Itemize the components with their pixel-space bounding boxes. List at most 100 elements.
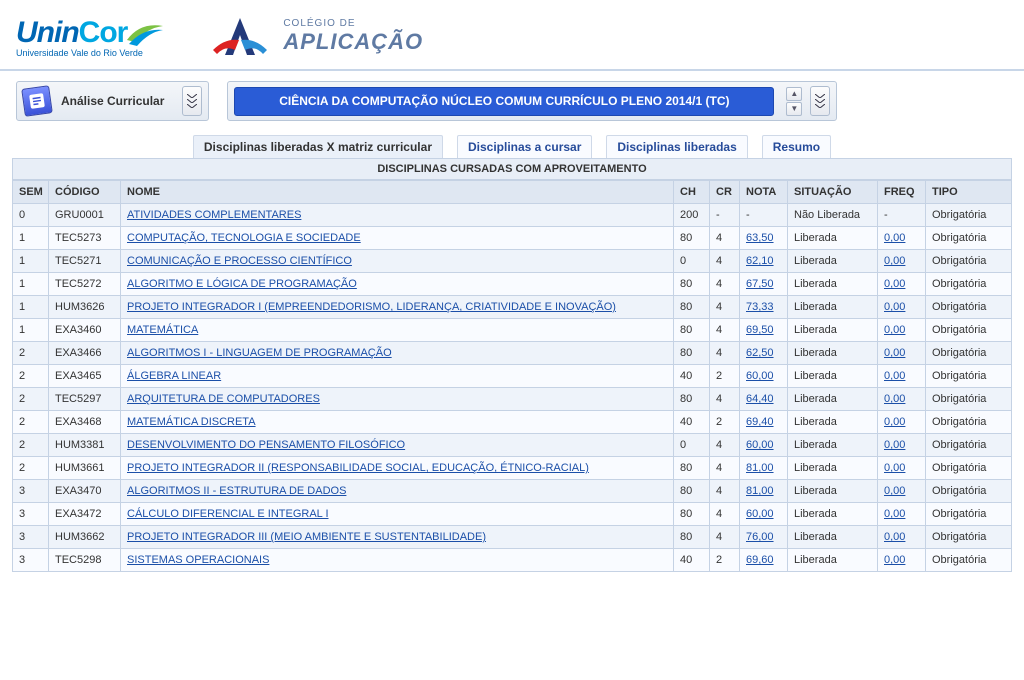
cell-nome[interactable]: COMUNICAÇÃO E PROCESSO CIENTÍFICO (121, 250, 674, 273)
tab-3[interactable]: Resumo (762, 135, 831, 158)
cell-nome[interactable]: MATEMÁTICA (121, 319, 674, 342)
cell-nota-link[interactable]: 69,60 (746, 554, 774, 566)
cell-nota[interactable]: 64,40 (740, 388, 788, 411)
cell-nota-link[interactable]: 81,00 (746, 462, 774, 474)
cell-nome-link[interactable]: CÁLCULO DIFERENCIAL E INTEGRAL I (127, 508, 329, 520)
cell-freq-link[interactable]: 0,00 (884, 255, 905, 267)
course-expand-button[interactable] (810, 86, 830, 116)
cell-nota-link[interactable]: 67,50 (746, 278, 774, 290)
cell-nome[interactable]: DESENVOLVIMENTO DO PENSAMENTO FILOSÓFICO (121, 434, 674, 457)
cell-nome[interactable]: PROJETO INTEGRADOR I (EMPREENDEDORISMO, … (121, 296, 674, 319)
cell-nota-link[interactable]: 64,40 (746, 393, 774, 405)
cell-nome-link[interactable]: ALGORITMOS I - LINGUAGEM DE PROGRAMAÇÃO (127, 347, 392, 359)
cell-nota-link[interactable]: 60,00 (746, 508, 774, 520)
cell-nota[interactable]: 62,10 (740, 250, 788, 273)
cell-nome[interactable]: ÁLGEBRA LINEAR (121, 365, 674, 388)
cell-freq[interactable]: 0,00 (878, 296, 926, 319)
cell-nota-link[interactable]: 76,00 (746, 531, 774, 543)
cell-nota-link[interactable]: 69,50 (746, 324, 774, 336)
cell-nome[interactable]: ATIVIDADES COMPLEMENTARES (121, 204, 674, 227)
cell-nota-link[interactable]: 60,00 (746, 370, 774, 382)
cell-nota[interactable]: 76,00 (740, 526, 788, 549)
cell-nome-link[interactable]: COMPUTAÇÃO, TECNOLOGIA E SOCIEDADE (127, 232, 361, 244)
cell-nome[interactable]: MATEMÁTICA DISCRETA (121, 411, 674, 434)
cell-freq-link[interactable]: 0,00 (884, 347, 905, 359)
cell-freq[interactable]: 0,00 (878, 411, 926, 434)
cell-freq-link[interactable]: 0,00 (884, 278, 905, 290)
cell-nota-link[interactable]: 60,00 (746, 439, 774, 451)
cell-nome-link[interactable]: ALGORITMOS II - ESTRUTURA DE DADOS (127, 485, 346, 497)
cell-nome[interactable]: ALGORITMO E LÓGICA DE PROGRAMAÇÃO (121, 273, 674, 296)
cell-freq[interactable]: 0,00 (878, 365, 926, 388)
cell-freq[interactable]: 0,00 (878, 434, 926, 457)
cell-nome[interactable]: SISTEMAS OPERACIONAIS (121, 549, 674, 572)
cell-nome-link[interactable]: PROJETO INTEGRADOR I (EMPREENDEDORISMO, … (127, 301, 616, 313)
cell-freq[interactable]: 0,00 (878, 480, 926, 503)
cell-freq[interactable]: 0,00 (878, 388, 926, 411)
cell-nome[interactable]: PROJETO INTEGRADOR III (MEIO AMBIENTE E … (121, 526, 674, 549)
cell-nota[interactable]: 73,33 (740, 296, 788, 319)
cell-freq-link[interactable]: 0,00 (884, 324, 905, 336)
cell-freq[interactable]: 0,00 (878, 457, 926, 480)
cell-nome-link[interactable]: MATEMÁTICA (127, 324, 198, 336)
cell-nota[interactable]: 60,00 (740, 365, 788, 388)
cell-freq-link[interactable]: 0,00 (884, 232, 905, 244)
cell-nome-link[interactable]: SISTEMAS OPERACIONAIS (127, 554, 269, 566)
cell-nome-link[interactable]: PROJETO INTEGRADOR III (MEIO AMBIENTE E … (127, 531, 486, 543)
cell-freq[interactable]: 0,00 (878, 319, 926, 342)
cell-nome-link[interactable]: MATEMÁTICA DISCRETA (127, 416, 256, 428)
cell-nota[interactable]: 69,40 (740, 411, 788, 434)
tab-1[interactable]: Disciplinas a cursar (457, 135, 592, 158)
cell-nome-link[interactable]: PROJETO INTEGRADOR II (RESPONSABILIDADE … (127, 462, 589, 474)
cell-freq-link[interactable]: 0,00 (884, 416, 905, 428)
cell-nome-link[interactable]: ALGORITMO E LÓGICA DE PROGRAMAÇÃO (127, 278, 357, 290)
cell-freq-link[interactable]: 0,00 (884, 462, 905, 474)
cell-nota-link[interactable]: 73,33 (746, 301, 774, 313)
cell-nota[interactable]: 62,50 (740, 342, 788, 365)
cell-freq-link[interactable]: 0,00 (884, 554, 905, 566)
cell-freq-link[interactable]: 0,00 (884, 508, 905, 520)
cell-nome[interactable]: ARQUITETURA DE COMPUTADORES (121, 388, 674, 411)
cell-freq[interactable]: 0,00 (878, 526, 926, 549)
cell-freq-link[interactable]: 0,00 (884, 439, 905, 451)
cell-freq[interactable]: 0,00 (878, 250, 926, 273)
cell-nota-link[interactable]: 69,40 (746, 416, 774, 428)
course-up-button[interactable]: ▲ (786, 87, 802, 101)
cell-freq-link[interactable]: 0,00 (884, 531, 905, 543)
cell-nome[interactable]: ALGORITMOS II - ESTRUTURA DE DADOS (121, 480, 674, 503)
cell-nota-link[interactable]: 62,10 (746, 255, 774, 267)
cell-freq-link[interactable]: 0,00 (884, 485, 905, 497)
cell-nota[interactable]: 81,00 (740, 457, 788, 480)
cell-freq[interactable]: 0,00 (878, 273, 926, 296)
cell-nome-link[interactable]: COMUNICAÇÃO E PROCESSO CIENTÍFICO (127, 255, 352, 267)
cell-nome-link[interactable]: ATIVIDADES COMPLEMENTARES (127, 209, 301, 221)
cell-freq[interactable]: 0,00 (878, 227, 926, 250)
cell-nota[interactable]: 81,00 (740, 480, 788, 503)
cell-nome-link[interactable]: ÁLGEBRA LINEAR (127, 370, 221, 382)
cell-nome-link[interactable]: DESENVOLVIMENTO DO PENSAMENTO FILOSÓFICO (127, 439, 405, 451)
cell-freq-link[interactable]: 0,00 (884, 370, 905, 382)
cell-nota[interactable]: 67,50 (740, 273, 788, 296)
cell-freq[interactable]: 0,00 (878, 503, 926, 526)
tab-2[interactable]: Disciplinas liberadas (606, 135, 747, 158)
cell-nome[interactable]: PROJETO INTEGRADOR II (RESPONSABILIDADE … (121, 457, 674, 480)
cell-freq[interactable]: 0,00 (878, 342, 926, 365)
course-down-button[interactable]: ▼ (786, 102, 802, 116)
cell-freq[interactable]: 0,00 (878, 549, 926, 572)
tab-0[interactable]: Disciplinas liberadas X matriz curricula… (193, 135, 443, 158)
cell-nota[interactable]: 60,00 (740, 434, 788, 457)
cell-freq-link[interactable]: 0,00 (884, 301, 905, 313)
cell-nota[interactable]: 69,60 (740, 549, 788, 572)
cell-nome-link[interactable]: ARQUITETURA DE COMPUTADORES (127, 393, 320, 405)
cell-nome[interactable]: ALGORITMOS I - LINGUAGEM DE PROGRAMAÇÃO (121, 342, 674, 365)
cell-nota-link[interactable]: 81,00 (746, 485, 774, 497)
analysis-expand-button[interactable] (182, 86, 202, 116)
cell-nome[interactable]: CÁLCULO DIFERENCIAL E INTEGRAL I (121, 503, 674, 526)
cell-nota[interactable]: 69,50 (740, 319, 788, 342)
cell-nome[interactable]: COMPUTAÇÃO, TECNOLOGIA E SOCIEDADE (121, 227, 674, 250)
cell-freq-link[interactable]: 0,00 (884, 393, 905, 405)
cell-nota-link[interactable]: 62,50 (746, 347, 774, 359)
cell-nota[interactable]: 60,00 (740, 503, 788, 526)
cell-nota-link[interactable]: 63,50 (746, 232, 774, 244)
cell-nota[interactable]: 63,50 (740, 227, 788, 250)
